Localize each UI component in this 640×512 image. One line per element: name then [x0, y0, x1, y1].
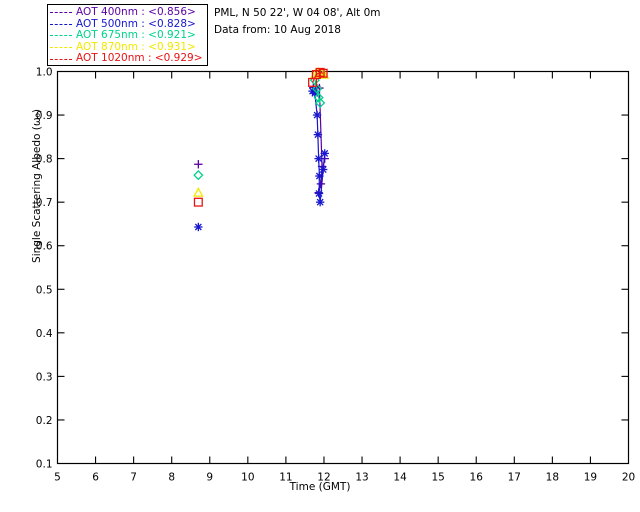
x-tick-label: 17 [508, 472, 521, 484]
y-tick-label: 1.0 [36, 67, 53, 79]
x-tick-label: 6 [92, 472, 99, 484]
series-aot-500nm [194, 86, 329, 232]
site-info-line: PML, N 50 22', W 04 08', Alt 0m [214, 7, 381, 19]
data-date-line: Data from: 10 Aug 2018 [214, 24, 341, 36]
legend-item-870nm: AOT 870nm : <0.931> [50, 40, 207, 54]
legend-item-label: AOT 870nm : <0.931> [76, 40, 196, 53]
legend-line-swatch-icon [50, 12, 72, 14]
legend-line-swatch-icon [50, 47, 72, 49]
legend: AOT 400nm : <0.856> AOT 500nm : <0.828> AO… [47, 4, 208, 66]
series-aot-400nm [194, 82, 329, 197]
legend-line-swatch-icon [50, 23, 72, 25]
legend-line-swatch-icon [50, 35, 72, 37]
y-tick-label: 0.7 [36, 197, 53, 209]
y-axis-label: Single Scattering Albedo (ω₀) [31, 109, 43, 263]
y-tick-label: 0.4 [36, 328, 53, 340]
legend-item-label: AOT 1020nm : <0.929> [76, 52, 203, 65]
y-tick-label: 0.9 [36, 110, 53, 122]
series-aot-675nm [193, 75, 326, 181]
x-tick-label: 7 [130, 472, 137, 484]
x-tick-label: 8 [168, 472, 175, 484]
x-tick-label: 16 [470, 472, 484, 484]
x-tick-label: 9 [206, 472, 213, 484]
x-tick-label: 20 [622, 472, 635, 484]
legend-item-675nm: AOT 675nm : <0.921> [50, 30, 207, 42]
legend-item-label: AOT 500nm : <0.828> [76, 17, 196, 30]
x-tick-label: 14 [393, 472, 407, 484]
legend-item-500nm: AOT 500nm : <0.828> [50, 17, 207, 31]
axes-layer: 5 6 7 8 9 10 11 12 13 14 15 16 17 18 19 20 0.1 0.2 0.3 0.4 0… [36, 67, 635, 484]
y-tick-label: 0.6 [36, 241, 53, 253]
y-tick-label: 0.1 [36, 459, 53, 471]
data-layer [193, 66, 330, 232]
x-tick-label: 15 [431, 472, 444, 484]
legend-line-swatch-icon [50, 58, 72, 60]
legend-item-400nm: AOT 400nm : <0.856> [50, 6, 207, 19]
x-tick-label: 19 [584, 472, 597, 484]
x-tick-label: 13 [355, 472, 368, 484]
legend-item-label: AOT 400nm : <0.856> [76, 6, 196, 18]
legend-item-label: AOT 675nm : <0.921> [76, 29, 196, 42]
x-tick-label: 5 [54, 472, 61, 484]
y-tick-label: 0.3 [36, 371, 53, 383]
y-tick-label: 0.2 [36, 415, 53, 427]
series-line [312, 90, 326, 203]
y-tick-label: 0.5 [36, 284, 53, 296]
x-tick-label: 18 [546, 472, 559, 484]
series-aot-870nm [193, 66, 330, 197]
legend-item-1020nm: AOT 1020nm : <0.929> [50, 53, 207, 65]
x-tick-label: 12 [317, 472, 330, 484]
y-tick-label: 0.8 [36, 154, 53, 166]
x-axis-label: Time (GMT) [289, 481, 351, 493]
series-aot-1020nm [193, 67, 328, 207]
x-tick-label: 10 [241, 472, 254, 484]
x-tick-label: 11 [279, 472, 292, 484]
